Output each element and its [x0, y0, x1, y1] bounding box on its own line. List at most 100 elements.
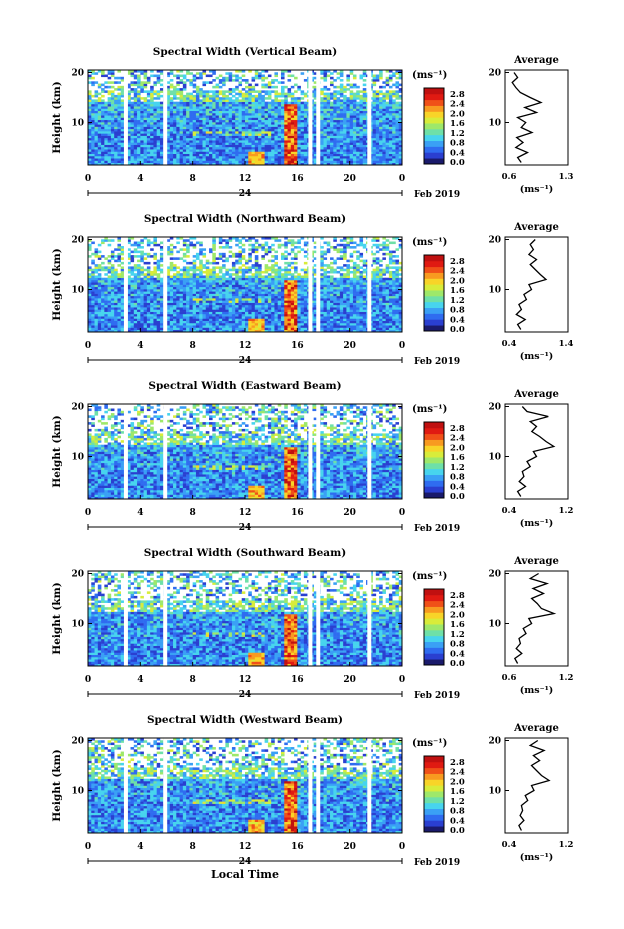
heatmap-cell: [209, 81, 213, 84]
heatmap-cell: [323, 110, 328, 114]
heatmap-cell: [137, 70, 141, 73]
heatmap-cell: [222, 131, 226, 134]
heatmap-cell: [166, 158, 171, 161]
heatmap-cell: [261, 135, 265, 139]
heatmap-cell: [385, 108, 390, 112]
heatmap-cell: [94, 325, 99, 328]
heatmap-cell: [356, 117, 360, 121]
heatmap-cell: [333, 309, 337, 312]
heatmap-cell: [231, 302, 236, 306]
heatmap-cell: [261, 144, 265, 148]
heatmap-cell: [258, 115, 262, 118]
heatmap-cell: [159, 101, 164, 105]
heatmap-cell: [101, 318, 105, 321]
heatmap-cell: [290, 151, 295, 154]
heatmap-cell: [235, 144, 239, 148]
heatmap-cell: [385, 325, 390, 328]
heatmap-cell: [382, 112, 386, 116]
heatmap-cell: [222, 83, 226, 87]
heatmap-cell: [107, 70, 112, 73]
heatmap-cell: [395, 309, 400, 312]
heatmap-cell: [94, 90, 99, 93]
heatmap-cell: [245, 92, 249, 96]
heatmap-cell: [274, 110, 279, 114]
heatmap-cell: [277, 126, 282, 130]
heatmap-cell: [137, 302, 141, 306]
heatmap-cell: [120, 112, 125, 116]
heatmap-cell: [101, 140, 105, 143]
heatmap-cell: [339, 302, 344, 306]
heatmap-cell: [205, 311, 210, 315]
heatmap-cell: [294, 137, 298, 141]
heatmap-cell: [267, 322, 272, 326]
heatmap-cell: [212, 122, 216, 125]
heatmap-cell: [290, 133, 295, 136]
heatmap-cell: [251, 142, 256, 145]
heatmap-cell: [277, 135, 282, 139]
heatmap-cell: [133, 313, 138, 317]
heatmap-cell: [150, 88, 154, 91]
heatmap-cell: [300, 128, 305, 132]
heatmap-cell: [287, 128, 292, 132]
heatmap-cell: [153, 316, 157, 319]
heatmap-cell: [228, 313, 233, 317]
heatmap-cell: [186, 300, 190, 303]
heatmap-cell: [176, 101, 180, 105]
heatmap-cell: [333, 160, 337, 164]
heatmap-cell: [339, 70, 344, 73]
heatmap-cell: [258, 300, 262, 303]
heatmap-cell: [101, 124, 105, 127]
heatmap-cell: [362, 117, 367, 121]
heatmap-cell: [182, 99, 187, 102]
heatmap-cell: [205, 122, 210, 125]
heatmap-cell: [228, 76, 233, 80]
heatmap-cell: [245, 94, 249, 98]
heatmap-cell: [173, 133, 177, 136]
heatmap-cell: [392, 72, 396, 75]
heatmap-cell: [313, 153, 318, 157]
heatmap-cell: [241, 124, 246, 127]
heatmap-cell: [385, 101, 390, 105]
heatmap-cell: [245, 153, 249, 157]
heatmap-cell: [241, 122, 246, 125]
heatmap-cell: [267, 117, 272, 121]
heatmap-cell: [300, 137, 305, 141]
heatmap-cell: [290, 322, 295, 326]
heatmap-cell: [267, 112, 272, 116]
heatmap-cell: [264, 298, 269, 301]
heatmap-cell: [385, 110, 390, 114]
heatmap-cell: [117, 320, 122, 324]
heatmap-cell: [248, 133, 252, 136]
heatmap-cell: [120, 92, 125, 96]
heatmap-cell: [388, 302, 393, 306]
heatmap-cell: [339, 112, 344, 116]
heatmap-cell: [320, 304, 324, 308]
heatmap-cell: [130, 322, 135, 326]
heatmap-cell: [238, 325, 243, 328]
heatmap-cell: [117, 162, 122, 166]
heatmap-cell: [212, 158, 216, 161]
heatmap-cell: [300, 313, 305, 317]
heatmap-cell: [130, 83, 135, 87]
heatmap-cell: [330, 122, 334, 125]
heatmap-cell: [195, 322, 200, 326]
heatmap-cell: [101, 99, 105, 102]
heatmap-cell: [225, 103, 229, 107]
heatmap-cell: [107, 142, 112, 145]
heatmap-cell: [186, 128, 190, 132]
heatmap-cell: [238, 144, 243, 148]
heatmap-cell: [166, 320, 171, 324]
heatmap-cell: [398, 329, 403, 333]
heatmap-cell: [362, 146, 367, 150]
heatmap-cell: [320, 126, 324, 130]
heatmap-cell: [222, 316, 226, 319]
heatmap-cell: [218, 79, 223, 82]
heatmap-cell: [182, 329, 187, 333]
heatmap-cell: [313, 108, 318, 112]
heatmap-cell: [117, 300, 122, 303]
heatmap-cell: [176, 97, 180, 100]
heatmap-cell: [140, 70, 144, 73]
heatmap-cell: [202, 300, 207, 303]
heatmap-cell: [388, 304, 393, 308]
heatmap-cell: [398, 128, 403, 132]
